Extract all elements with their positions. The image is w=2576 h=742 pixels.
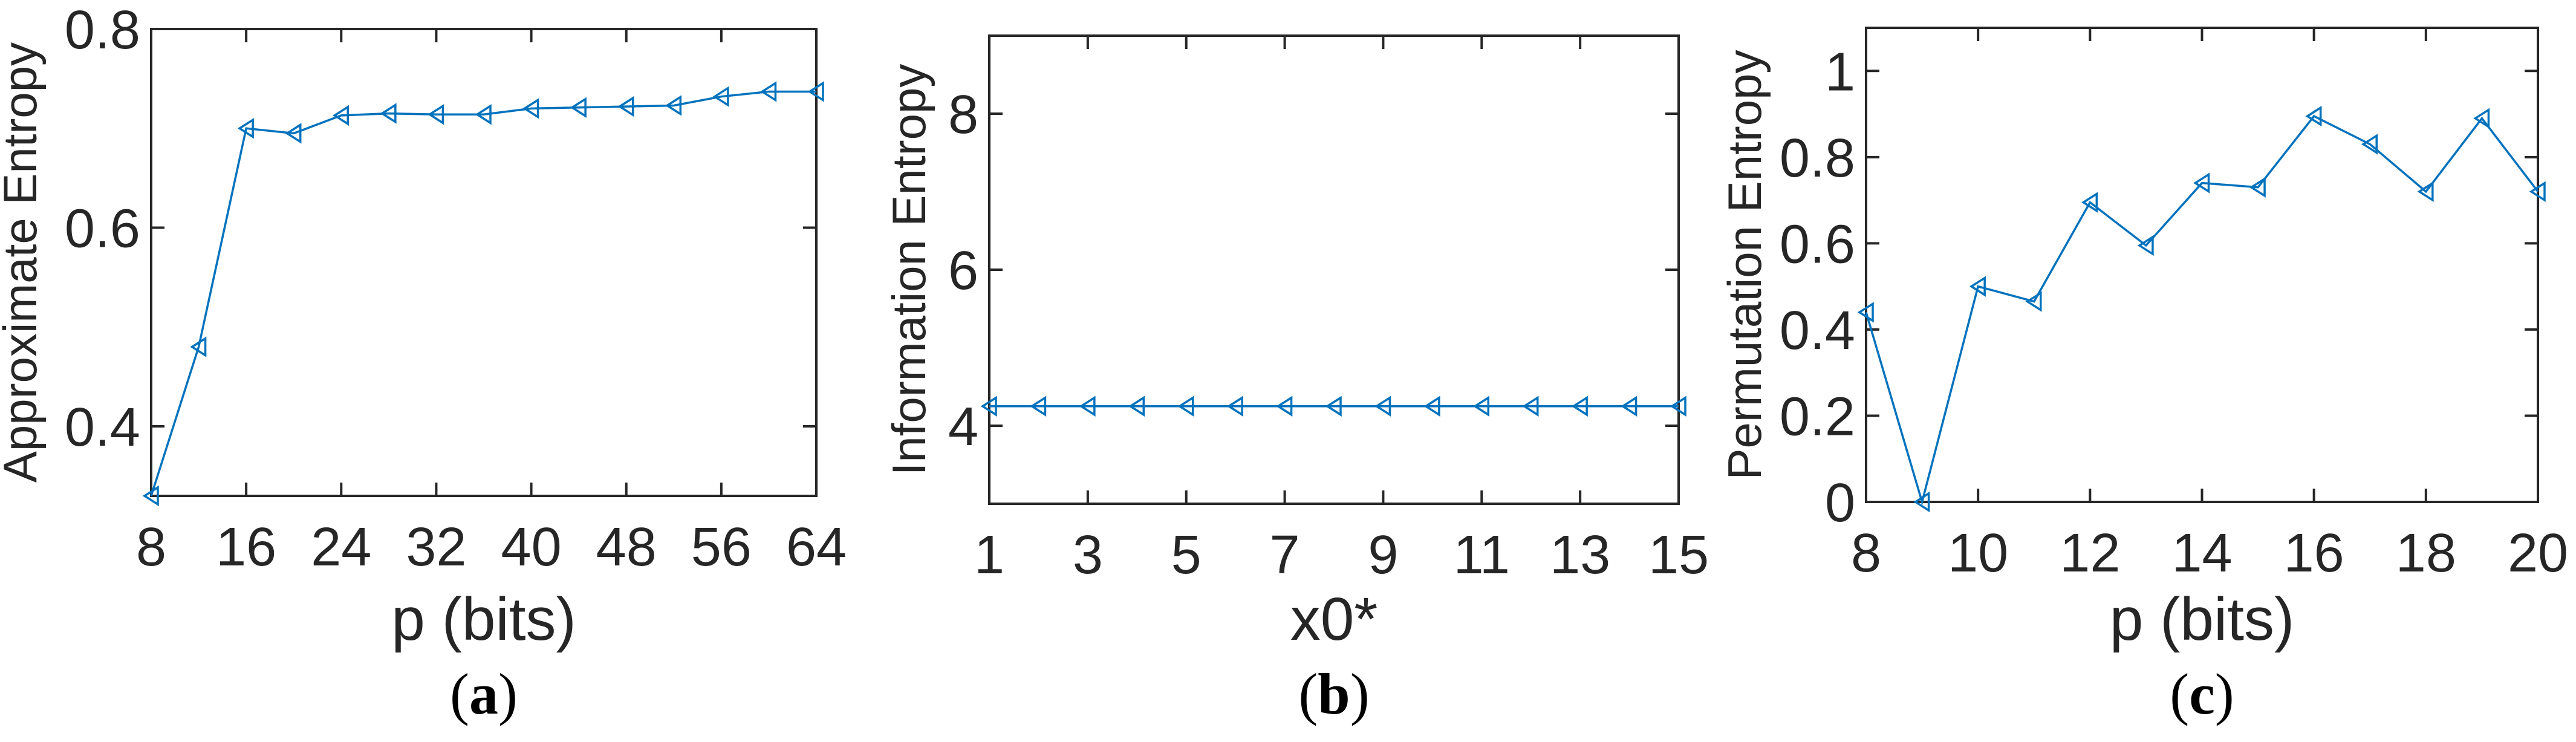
left-triangle-marker-icon xyxy=(1128,395,1145,417)
x-tick-label: 64 xyxy=(786,517,847,578)
left-triangle-marker-icon xyxy=(2081,192,2098,213)
left-triangle-marker-icon xyxy=(380,103,397,124)
x-tick-label: 7 xyxy=(1270,525,1300,585)
left-triangle-marker-icon xyxy=(2137,235,2154,256)
y-tick-label: 0.6 xyxy=(1780,214,1855,275)
left-triangle-marker-icon xyxy=(1423,395,1440,417)
left-triangle-marker-icon xyxy=(2305,105,2322,127)
x-tick-label: 32 xyxy=(406,517,466,578)
panel-caption: (c) xyxy=(2170,662,2234,726)
y-tick-label: 0.4 xyxy=(65,397,140,458)
left-triangle-marker-icon xyxy=(1177,395,1194,417)
left-triangle-marker-icon xyxy=(1079,395,1096,417)
left-triangle-marker-icon xyxy=(333,105,350,126)
left-triangle-marker-icon xyxy=(1969,276,1986,297)
x-tick-label: 16 xyxy=(216,517,276,578)
x-tick-label: 1 xyxy=(974,525,1004,585)
left-triangle-marker-icon xyxy=(285,123,302,144)
x-axis-label: x0* xyxy=(1290,585,1378,653)
left-triangle-marker-icon xyxy=(1913,491,1930,513)
left-triangle-marker-icon xyxy=(1030,395,1047,417)
left-triangle-marker-icon xyxy=(1522,395,1539,417)
x-tick-label: 48 xyxy=(596,517,657,578)
x-tick-label: 5 xyxy=(1171,525,1202,585)
x-tick-label: 8 xyxy=(136,517,166,578)
x-tick-label: 14 xyxy=(2171,523,2232,584)
left-triangle-marker-icon xyxy=(190,336,207,357)
left-triangle-marker-icon xyxy=(1276,395,1293,417)
y-axis-label: Information Entropy xyxy=(882,64,935,476)
y-tick-label: 6 xyxy=(948,241,978,301)
left-triangle-marker-icon xyxy=(1226,395,1243,417)
x-tick-label: 9 xyxy=(1368,525,1398,585)
x-tick-label: 10 xyxy=(1948,523,2008,584)
axes-box xyxy=(150,28,818,497)
y-tick-label: 0.8 xyxy=(65,0,140,60)
x-tick-label: 40 xyxy=(501,517,562,578)
left-triangle-marker-icon xyxy=(1473,395,1490,417)
left-triangle-marker-icon xyxy=(712,86,729,107)
y-tick-label: 0.6 xyxy=(65,199,140,259)
left-triangle-marker-icon xyxy=(2025,291,2042,312)
left-triangle-marker-icon xyxy=(760,81,777,102)
x-tick-label: 56 xyxy=(691,517,752,578)
left-triangle-marker-icon xyxy=(2529,181,2546,203)
x-tick-label: 15 xyxy=(1648,525,1709,585)
left-triangle-marker-icon xyxy=(237,118,254,139)
series-line xyxy=(150,90,816,496)
y-tick-label: 0.8 xyxy=(1780,128,1855,189)
y-tick-label: 0.2 xyxy=(1780,386,1855,447)
y-tick-label: 1 xyxy=(1825,42,1855,102)
x-tick-label: 16 xyxy=(2284,523,2344,584)
panel-c: 8 10 12 14 16 18 20 0 0.2 0.4 0.6 0.8 1 Permutation E… xyxy=(1718,27,2568,726)
panel-caption: (b) xyxy=(1298,662,1369,726)
x-tick-label: 18 xyxy=(2396,523,2456,584)
y-tick-label: 0.4 xyxy=(1780,301,1855,361)
y-tick-label: 8 xyxy=(948,85,978,145)
left-triangle-marker-icon xyxy=(1325,395,1342,417)
left-triangle-marker-icon xyxy=(1670,395,1686,417)
axes-box xyxy=(1865,27,2539,503)
x-axis-label: p (bits) xyxy=(391,585,576,653)
x-tick-label: 24 xyxy=(311,517,371,578)
axes-box xyxy=(988,34,1680,505)
left-triangle-marker-icon xyxy=(1621,395,1638,417)
panel-caption: (a) xyxy=(450,662,518,726)
left-triangle-marker-icon xyxy=(2417,181,2434,203)
left-triangle-marker-icon xyxy=(2361,134,2378,155)
panel-a: 8 16 24 32 40 48 56 64 0.4 0.6 0.8 Approximate Entr… xyxy=(0,0,847,726)
y-axis-label: Approximate Entropy xyxy=(0,42,47,483)
left-triangle-marker-icon xyxy=(142,485,159,507)
x-tick-label: 3 xyxy=(1073,525,1103,585)
left-triangle-marker-icon xyxy=(665,95,682,116)
left-triangle-marker-icon xyxy=(570,97,587,118)
left-triangle-marker-icon xyxy=(980,395,997,417)
y-tick-label: 0 xyxy=(1825,473,1855,533)
y-axis-label: Permutation Entropy xyxy=(1718,50,1771,480)
left-triangle-marker-icon xyxy=(2249,177,2266,198)
series-line xyxy=(1865,114,2539,506)
left-triangle-marker-icon xyxy=(428,104,444,125)
x-tick-label: 13 xyxy=(1550,525,1610,585)
left-triangle-marker-icon xyxy=(1374,395,1391,417)
x-axis-label: p (bits) xyxy=(2110,585,2295,653)
x-tick-label: 11 xyxy=(1454,525,1510,585)
left-triangle-marker-icon xyxy=(1571,395,1588,417)
left-triangle-marker-icon xyxy=(1857,302,1874,323)
left-triangle-marker-icon xyxy=(522,98,539,119)
y-tick-label: 4 xyxy=(948,397,978,457)
left-triangle-marker-icon xyxy=(2193,172,2210,194)
x-tick-label: 8 xyxy=(1851,523,1881,584)
x-tick-label: 12 xyxy=(2060,523,2120,584)
left-triangle-marker-icon xyxy=(807,81,824,102)
left-triangle-marker-icon xyxy=(2473,108,2490,129)
x-tick-label: 20 xyxy=(2508,523,2568,584)
left-triangle-marker-icon xyxy=(617,96,634,117)
left-triangle-marker-icon xyxy=(475,104,492,125)
